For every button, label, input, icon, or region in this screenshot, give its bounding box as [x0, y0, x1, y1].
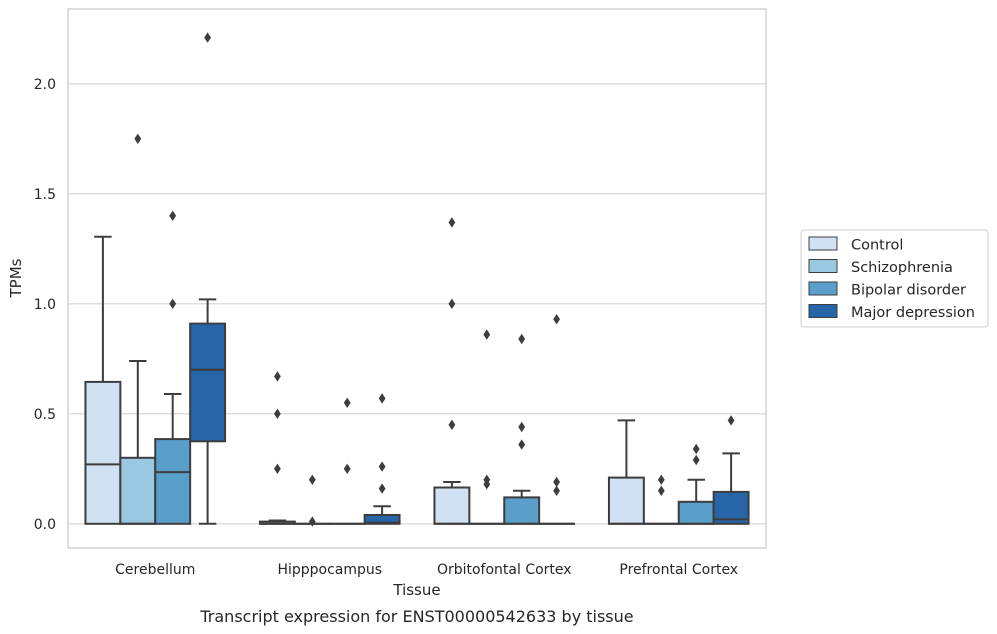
outlier-point [343, 463, 351, 474]
box-body [154, 438, 192, 525]
series-bipolar-disorder [154, 210, 715, 525]
series-schizophrenia [119, 133, 680, 527]
box-plot-series [84, 32, 750, 527]
outlier-point [274, 371, 281, 382]
outlier-point [274, 408, 281, 419]
y-tick-label: 1.0 [34, 297, 56, 313]
outlier-point [553, 485, 560, 496]
legend-swatch [808, 304, 838, 318]
outlier-point [343, 397, 351, 408]
legend-swatch [808, 259, 838, 273]
x-axis-label: Tissue [392, 581, 440, 599]
y-tick-label: 2.0 [34, 77, 56, 93]
outlier-point [134, 133, 142, 144]
chart-caption: Transcript expression for ENST0000054263… [199, 607, 633, 626]
x-axis-ticks: Cerebellum Hipppocampus Orbitofontal Corte… [115, 562, 738, 578]
outlier-point [518, 421, 526, 433]
series-major-depression [189, 32, 750, 525]
legend-label: Major depression [851, 305, 975, 321]
legend-label: Bipolar disorder [851, 283, 966, 299]
series-control [84, 217, 645, 525]
outlier-point [518, 333, 526, 345]
box-body [189, 322, 227, 443]
outlier-point [448, 217, 456, 228]
outlier-point [308, 474, 316, 485]
legend: Control Schizophrenia Bipolar disorder Majo… [800, 229, 989, 328]
outlier-point [169, 210, 177, 221]
plot-area-frame [67, 8, 767, 549]
outlier-point [483, 329, 491, 340]
box-body [119, 456, 157, 525]
outlier-point [448, 419, 456, 430]
box-body [433, 486, 471, 525]
legend-label: Schizophrenia [851, 260, 953, 276]
x-tick-label: Hipppocampus [277, 562, 382, 578]
x-tick-label: Cerebellum [115, 562, 195, 578]
outlier-point [483, 474, 491, 485]
box-body [607, 476, 645, 525]
outlier-point [308, 516, 316, 527]
outlier-point [169, 298, 177, 309]
y-tick-label: 1.5 [34, 187, 56, 203]
outlier-point [553, 314, 560, 325]
outlier-point [657, 485, 665, 496]
box-body [503, 496, 541, 525]
legend-frame [800, 229, 989, 328]
y-tick-label: 0.0 [34, 517, 56, 533]
outlier-point [204, 32, 211, 43]
outlier-point [378, 393, 386, 404]
y-axis-label: TPMs [7, 258, 25, 298]
outlier-point [378, 461, 386, 472]
outlier-point [727, 415, 735, 426]
box-body [363, 514, 401, 525]
outlier-point [692, 454, 700, 466]
box-body [84, 380, 122, 525]
y-axis-ticks: 0.0 0.5 1.0 1.5 2.0 [34, 77, 56, 533]
outlier-point [657, 474, 665, 485]
outlier-point [448, 298, 456, 309]
legend-label: Control [851, 238, 903, 254]
legend-swatch [808, 236, 838, 251]
box-body [677, 500, 715, 525]
outlier-point [553, 476, 560, 488]
outlier-point [274, 463, 281, 474]
x-tick-label: Prefrontal Cortex [619, 562, 738, 578]
y-tick-label: 0.5 [34, 407, 56, 423]
outlier-point [692, 443, 700, 455]
legend-swatch [808, 281, 838, 296]
outlier-point [378, 483, 386, 494]
x-tick-label: Orbitofontal Cortex [437, 562, 572, 578]
outlier-point [518, 439, 526, 450]
